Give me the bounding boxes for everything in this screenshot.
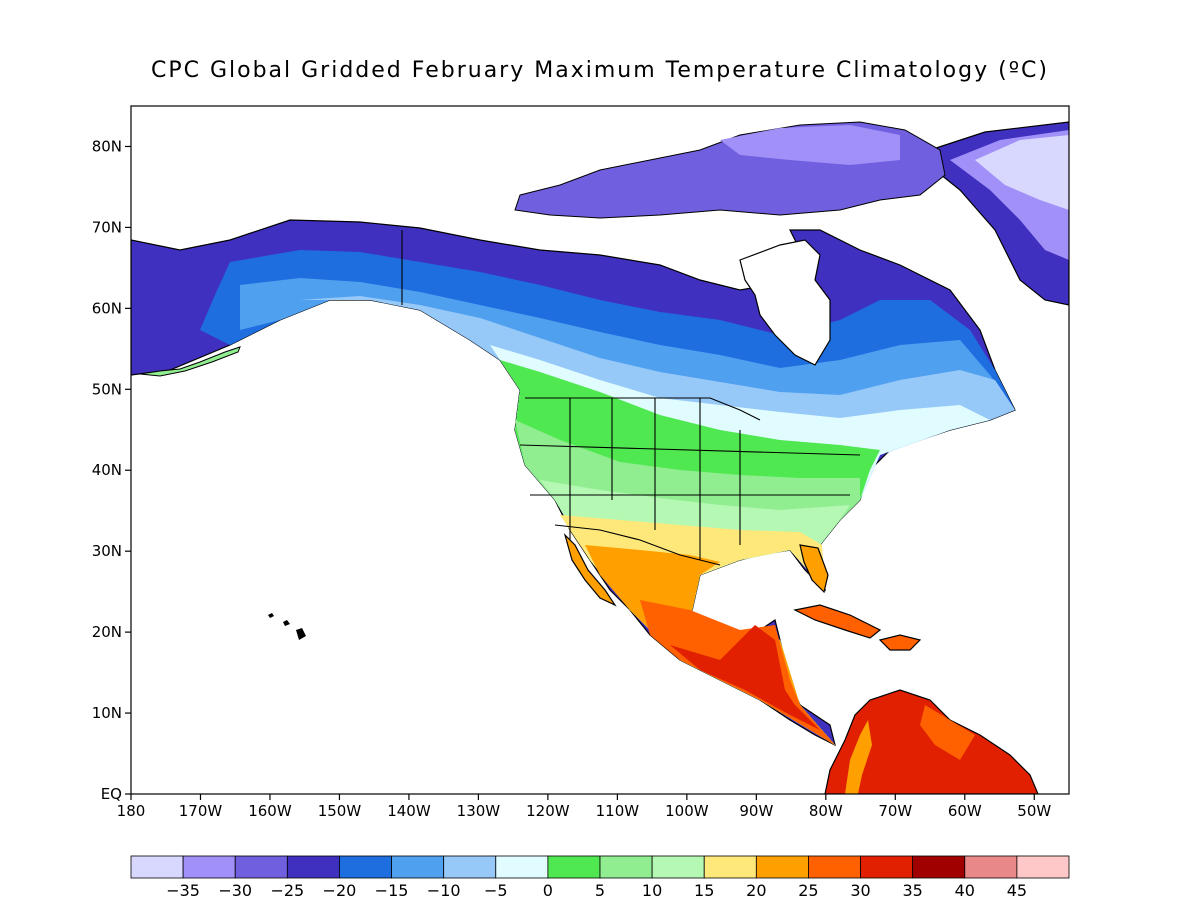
colorbar-swatch: [286, 855, 340, 879]
y-axis: EQ 10N 20N 30N 40N 50N 60N 70N 80N: [92, 137, 131, 803]
y-tick-label: 60N: [92, 299, 122, 317]
colorbar-swatch: [547, 855, 601, 879]
x-tick-label: 70W: [878, 802, 912, 820]
x-tick-label: 150W: [318, 802, 362, 820]
x-tick-label: 140W: [387, 802, 431, 820]
x-tick-label: 160W: [248, 802, 292, 820]
x-tick-label: 180: [117, 802, 146, 820]
colorbar: −35 −30 −25 −20 −15 −10 −5 0 5 10 15 20 25 30 35 40 45: [130, 855, 1070, 900]
y-tick-label: 40N: [92, 461, 122, 479]
x-tick-label: 100W: [665, 802, 709, 820]
y-tick-label: 20N: [92, 623, 122, 641]
colorbar-swatch: [599, 855, 653, 879]
colorbar-swatch: [808, 855, 861, 879]
baja-california: [563, 532, 617, 607]
hawaii: [268, 613, 306, 640]
colorbar-swatch: [1016, 855, 1070, 879]
us-canada-border: [525, 397, 761, 421]
y-tick-label: 10N: [92, 704, 122, 722]
greenland-summit: [975, 135, 1069, 210]
colorbar-label: 20: [746, 881, 766, 900]
y-tick-label: 30N: [92, 542, 122, 560]
cuba: [793, 604, 882, 639]
south-america: [824, 689, 1039, 794]
y-tick-label: EQ: [101, 785, 122, 803]
colorbar-swatch: [234, 855, 288, 879]
colorbar-label: 5: [595, 881, 605, 900]
x-tick-label: 110W: [596, 802, 640, 820]
colorbar-swatch: [495, 855, 549, 879]
map-title: CPC Global Gridded February Maximum Temp…: [150, 58, 1050, 83]
colorbar-swatch: [443, 855, 497, 879]
colorbar-label: 30: [850, 881, 870, 900]
colorbar-swatch: [182, 855, 236, 879]
colorbar-label: 25: [798, 881, 818, 900]
temperature-field: [131, 121, 1069, 794]
x-tick-label: 130W: [457, 802, 501, 820]
colorbar-label: −15: [375, 881, 409, 900]
colorbar-label: 45: [1007, 881, 1027, 900]
andes-cool: [845, 720, 872, 794]
colorbar-label: −25: [270, 881, 304, 900]
colorbar-label: 40: [955, 881, 975, 900]
y-tick-label: 50N: [92, 380, 122, 398]
x-tick-label: 50W: [1017, 802, 1051, 820]
political-boundaries: [401, 230, 861, 566]
y-tick-label: 70N: [92, 218, 122, 236]
hispaniola: [878, 634, 922, 651]
colorbar-swatch: [755, 855, 809, 879]
colorbar-swatch: [391, 855, 445, 879]
colorbar-label: −10: [427, 881, 461, 900]
colorbar-swatch: [339, 855, 392, 879]
colorbar-label: 0: [543, 881, 553, 900]
x-tick-label: 120W: [526, 802, 570, 820]
hudson-bay: [739, 239, 831, 366]
x-tick-label: 90W: [739, 802, 773, 820]
colorbar-label: −20: [323, 881, 357, 900]
x-tick-label: 60W: [948, 802, 982, 820]
arctic-islands-cold: [720, 125, 900, 165]
colorbar-label: 10: [642, 881, 662, 900]
colorbar-label: 15: [694, 881, 714, 900]
colorbar-swatch: [651, 855, 705, 879]
colorbar-swatch: [130, 855, 184, 879]
colorbar-swatch: [703, 855, 757, 879]
y-tick-label: 80N: [92, 137, 122, 155]
colorbar-swatch: [912, 855, 966, 879]
colorbar-swatch: [860, 855, 914, 879]
band-30: [670, 625, 820, 730]
colorbar-label: −35: [166, 881, 200, 900]
x-axis: 180 170W 160W 150W 140W 130W 120W 110W 100W 90W 80…: [117, 794, 1051, 820]
colorbar-label: −30: [218, 881, 252, 900]
colorbar-swatch: [964, 855, 1018, 879]
us-mexico-border: [554, 524, 721, 566]
x-tick-label: 80W: [809, 802, 843, 820]
colorbar-label: 35: [902, 881, 922, 900]
x-tick-label: 170W: [179, 802, 223, 820]
south-america-hot: [920, 705, 975, 760]
state-lines: [519, 398, 861, 560]
aleutians: [139, 346, 241, 377]
colorbar-label: −5: [484, 881, 508, 900]
florida: [799, 544, 829, 594]
plot-frame: [130, 105, 1070, 795]
